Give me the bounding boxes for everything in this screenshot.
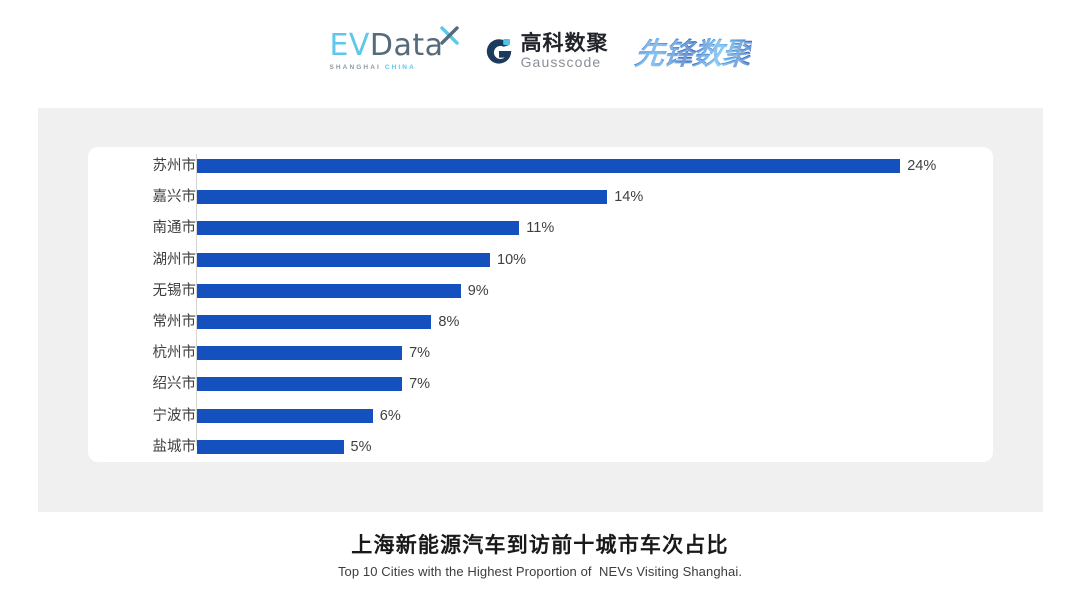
bar-value-label: 5% (350, 438, 372, 455)
bar-rect (197, 221, 520, 236)
evdata-ev-text: EV (329, 27, 370, 63)
chart-bar-row: 苏州市 24% (88, 158, 993, 174)
bar-category-label: 苏州市 (152, 158, 197, 174)
gausscode-logo: 高科数聚 Gausscode (484, 33, 609, 69)
chart-bar-row: 宁波市 6% (88, 407, 993, 424)
bar-rect (197, 159, 901, 173)
chart-bar-row: 南通市 11% (88, 220, 993, 237)
evdata-logo: EVData SHANGHAI CHINA (329, 26, 459, 71)
bar-category-label: 常州市 (152, 314, 197, 330)
bar-value-label: 14% (614, 189, 644, 206)
evdata-tagline-country: CHINA (384, 64, 416, 72)
horizontal-bar-chart: 苏州市 24% 嘉兴市 14% 南通市 11% 湖州市 10% 无锡市 9% 常州市 8% 杭州市 7% 绍… (88, 147, 993, 462)
bar-rect (197, 190, 608, 205)
evdata-wordmark: EVData (329, 27, 444, 63)
chart-bar-row: 常州市 8% (88, 314, 993, 330)
bar-value-label: 7% (409, 376, 431, 393)
bar-value-label: 6% (379, 407, 401, 424)
bar-value-label: 10% (497, 251, 527, 268)
chart-bar-row: 盐城市 5% (88, 438, 993, 455)
bar-value-label: 9% (467, 282, 489, 299)
bar-rect (197, 408, 373, 423)
bar-rect (197, 377, 403, 392)
category-axis-line (196, 154, 197, 446)
chart-bar-row: 无锡市 9% (88, 282, 993, 299)
xianfeng-shuju-logo: 先锋数聚 (632, 29, 753, 73)
caption-block: 上海新能源汽车到访前十城市车次占比 Top 10 Cities with the… (0, 532, 1080, 581)
chart-card: 苏州市 24% 嘉兴市 14% 南通市 11% 湖州市 10% 无锡市 9% 常州市 8% 杭州市 7% 绍… (88, 147, 993, 462)
gausscode-text-block: 高科数聚 Gausscode (521, 33, 609, 69)
chart-bar-row: 嘉兴市 14% (88, 189, 993, 206)
chart-bar-row: 绍兴市 7% (88, 376, 993, 393)
bar-rect (197, 283, 461, 298)
g-circle-icon (486, 39, 511, 64)
bar-value-label: 11% (526, 220, 555, 237)
bar-rect (197, 252, 490, 267)
bar-category-label: 绍兴市 (152, 376, 197, 393)
bar-value-label: 7% (409, 345, 431, 362)
x-mark-icon (439, 26, 459, 45)
logo-bar: EVData SHANGHAI CHINA 高科数聚 Gausscode 先锋数… (0, 22, 1080, 80)
bar-value-label: 8% (438, 314, 460, 330)
chart-subtitle: Top 10 Cities with the Highest Proportio… (337, 564, 743, 579)
bar-category-label: 南通市 (152, 220, 197, 237)
bar-category-label: 盐城市 (152, 438, 197, 455)
chart-bar-row: 杭州市 7% (88, 345, 993, 362)
bar-category-label: 嘉兴市 (152, 189, 197, 206)
bar-rect (197, 315, 432, 329)
bar-category-label: 无锡市 (152, 282, 197, 299)
evdata-data-text: Data (369, 27, 444, 63)
evdata-tagline-city: SHANGHAI (329, 64, 381, 72)
bar-category-label: 湖州市 (152, 251, 197, 268)
bar-category-label: 杭州市 (152, 345, 197, 362)
bar-rect (197, 439, 344, 454)
bar-category-label: 宁波市 (152, 407, 197, 424)
chart-bar-row: 湖州市 10% (88, 251, 993, 268)
gausscode-en-name: Gausscode (520, 54, 602, 70)
bar-value-label: 24% (907, 158, 937, 174)
chart-title: 上海新能源汽车到访前十城市车次占比 (351, 534, 729, 557)
gausscode-cn-name: 高科数聚 (520, 32, 609, 55)
evdata-tagline: SHANGHAI CHINA (329, 64, 415, 71)
bar-rect (197, 346, 403, 361)
